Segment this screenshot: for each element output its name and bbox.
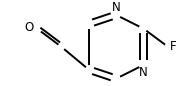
Text: N: N	[112, 1, 120, 14]
Text: N: N	[139, 66, 148, 79]
Text: F: F	[170, 40, 176, 53]
Text: O: O	[25, 21, 34, 34]
